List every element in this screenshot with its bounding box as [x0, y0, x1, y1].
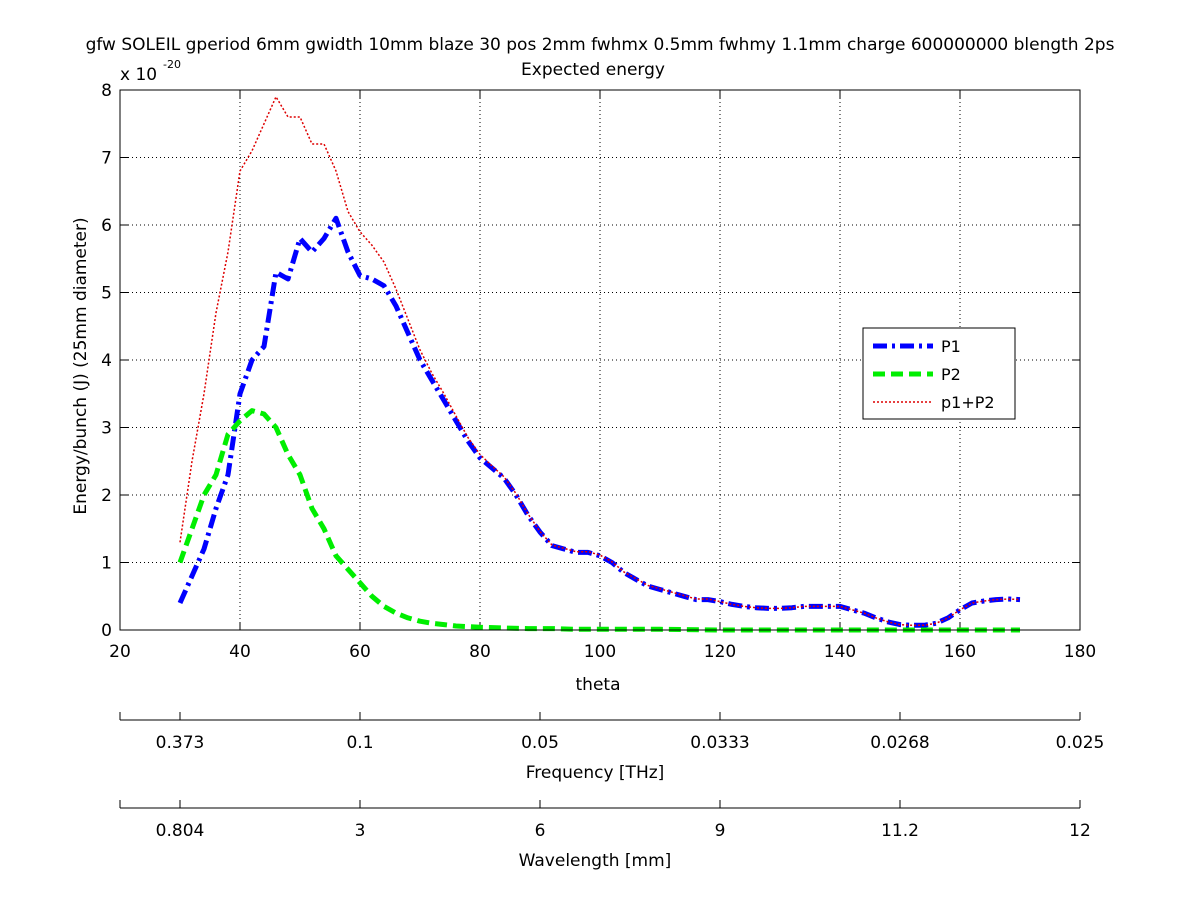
y-tick-label: 3 [101, 419, 112, 439]
y-axis-label: Energy/bunch (J) (25mm diameter) [71, 217, 91, 514]
axis-ticks: 20 40 60 80 100 120 140 160 180 0 1 2 3 4 5 6 7 8 [101, 81, 1096, 662]
y-multiplier: x 10 [120, 65, 157, 85]
y-tick-label: 4 [101, 351, 112, 371]
x-tick-label: 100 [584, 642, 616, 662]
x-tick-label: 140 [824, 642, 856, 662]
series-line-p2 [177, 408, 1020, 633]
y-multiplier-base: x 10 [120, 65, 157, 85]
x-tick-label: 60 [349, 642, 371, 662]
x-tick-label: 80 [469, 642, 491, 662]
secondary-tick-label: 12 [1069, 821, 1091, 841]
chart-title: gfw SOLEIL gperiod 6mm gwidth 10mm blaze… [86, 35, 1115, 55]
secondary-tick-label: 11.2 [881, 821, 919, 841]
x-tick-label: 120 [704, 642, 736, 662]
x-tick-label: 20 [109, 642, 131, 662]
secondary-tick-label: 0.0268 [870, 733, 929, 753]
y-tick-label: 7 [101, 149, 112, 169]
legend-label: P2 [941, 365, 961, 384]
secondary-tick-label: 9 [715, 821, 726, 841]
series-line-p1 [177, 215, 1021, 628]
series-lines [177, 96, 1021, 633]
secondary-axis-label: Wavelength [mm] [519, 851, 672, 871]
secondary-tick-label: 0.1 [346, 733, 373, 753]
legend-label: p1+P2 [941, 393, 995, 412]
y-multiplier-exponent: -20 [163, 58, 181, 71]
x-tick-label: 160 [944, 642, 976, 662]
secondary-tick-label: 0.05 [521, 733, 559, 753]
secondary-tick-label: 3 [355, 821, 366, 841]
y-tick-label: 1 [101, 554, 112, 574]
secondary-tick-label: 0.0333 [690, 733, 749, 753]
x-tick-label: 40 [229, 642, 251, 662]
secondary-tick-label: 6 [535, 821, 546, 841]
secondary-axes: 0.373 0.1 0.05 0.0333 0.0268 0.025 Frequency [… [119, 712, 1105, 871]
secondary-tick-label: 0.025 [1056, 733, 1105, 753]
chart-subtitle: Expected energy [521, 60, 665, 80]
series-line-p1-p2 [179, 96, 1021, 627]
secondary-tick-label: 0.804 [156, 821, 205, 841]
legend: P1 P2 p1+P2 [862, 327, 1016, 420]
secondary-tick-label: 0.373 [156, 733, 205, 753]
y-tick-label: 8 [101, 81, 112, 101]
y-tick-label: 5 [101, 284, 112, 304]
x-axis-label: theta [576, 675, 621, 695]
secondary-axis-label: Frequency [THz] [526, 763, 665, 783]
plot-area-frame [119, 89, 1081, 631]
x-tick-label: 180 [1064, 642, 1096, 662]
y-tick-label: 6 [101, 216, 112, 236]
y-tick-label: 2 [101, 486, 112, 506]
legend-label: P1 [941, 337, 961, 356]
y-tick-label: 0 [101, 621, 112, 641]
grid-lines [120, 90, 1080, 630]
legend-box [862, 327, 1016, 420]
